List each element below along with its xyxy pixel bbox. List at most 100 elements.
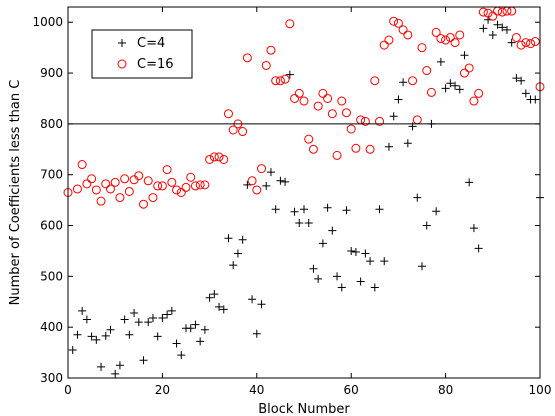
data-point <box>139 199 149 209</box>
data-point <box>144 318 153 327</box>
data-point <box>257 300 266 309</box>
series-c-16 <box>63 6 545 209</box>
data-point <box>469 96 479 106</box>
data-point <box>130 308 139 317</box>
data-point <box>308 144 318 154</box>
data-point <box>389 112 398 121</box>
y-tick-label: 600 <box>40 219 63 233</box>
data-point <box>318 239 327 248</box>
data-point <box>266 168 275 177</box>
data-point <box>233 249 242 258</box>
data-point <box>380 257 389 266</box>
data-point <box>464 63 474 73</box>
data-point <box>300 205 308 214</box>
data-point <box>441 84 450 93</box>
data-point <box>431 27 441 37</box>
data-point <box>200 180 210 190</box>
data-point <box>422 221 431 230</box>
data-point <box>483 8 493 18</box>
data-point <box>205 154 215 164</box>
data-point <box>271 76 281 86</box>
data-point <box>280 74 290 84</box>
data-point <box>191 320 200 329</box>
legend-marker-c4 <box>118 39 126 47</box>
data-point <box>285 70 294 79</box>
data-point <box>200 325 209 334</box>
data-point <box>82 315 91 324</box>
data-point <box>196 337 205 346</box>
data-point <box>186 324 195 333</box>
data-point <box>271 205 280 214</box>
data-point <box>176 188 186 197</box>
data-point <box>266 45 276 55</box>
data-point <box>261 60 271 70</box>
x-tick-label: 80 <box>438 383 453 397</box>
data-point <box>115 361 124 370</box>
data-point <box>521 89 530 98</box>
data-point <box>328 226 337 235</box>
data-point <box>498 23 507 32</box>
x-axis-label: Block Number <box>258 402 350 416</box>
data-marks <box>63 6 545 378</box>
data-point <box>474 88 484 98</box>
data-point <box>530 37 540 47</box>
data-point <box>73 330 82 339</box>
data-point <box>215 302 224 311</box>
data-point <box>167 306 176 315</box>
data-point <box>384 35 394 45</box>
y-tick-label: 300 <box>40 371 63 385</box>
data-point <box>120 315 129 324</box>
data-point <box>87 332 96 341</box>
data-point <box>474 244 483 253</box>
x-tick-label: 60 <box>344 383 359 397</box>
data-point <box>172 339 181 348</box>
data-point <box>110 177 120 187</box>
data-point <box>162 165 172 175</box>
data-point <box>82 179 92 189</box>
data-point <box>370 283 379 292</box>
data-point <box>389 16 399 26</box>
data-point <box>347 246 356 255</box>
data-point <box>465 178 474 187</box>
data-point <box>403 30 413 40</box>
data-point <box>125 330 134 339</box>
data-point <box>460 51 469 60</box>
data-point <box>337 96 347 106</box>
data-point <box>139 356 148 365</box>
data-point <box>172 185 182 195</box>
data-point <box>361 249 370 258</box>
data-point <box>242 53 252 63</box>
data-point <box>294 88 304 98</box>
data-point <box>479 24 488 33</box>
data-point <box>413 193 422 202</box>
data-point <box>134 318 143 327</box>
axis-ticks: 0 20 40 60 80 100 300 400 500 600 700 800 900 1000 <box>32 7 551 397</box>
legend-marker-c16 <box>117 59 127 69</box>
data-point <box>403 139 412 148</box>
x-tick-label: 40 <box>249 383 264 397</box>
data-point <box>304 218 313 227</box>
data-point <box>228 125 238 135</box>
data-point <box>91 185 101 195</box>
y-tick-label: 700 <box>40 168 63 182</box>
x-tick-label: 0 <box>64 383 72 397</box>
y-tick-label: 400 <box>40 320 63 334</box>
data-point <box>276 176 285 185</box>
data-point <box>72 184 82 194</box>
data-point <box>229 261 238 270</box>
data-point <box>497 7 507 17</box>
data-point <box>209 152 219 162</box>
data-point <box>323 203 332 212</box>
data-point <box>96 196 106 206</box>
data-point <box>394 95 403 104</box>
legend-label-c4: C=4 <box>137 36 165 51</box>
data-point <box>314 274 323 283</box>
data-point <box>366 257 375 266</box>
data-point <box>177 351 186 360</box>
data-point <box>426 87 436 97</box>
legend-box <box>91 29 193 79</box>
data-point <box>488 30 497 39</box>
data-point <box>157 181 167 191</box>
data-point <box>337 283 346 292</box>
